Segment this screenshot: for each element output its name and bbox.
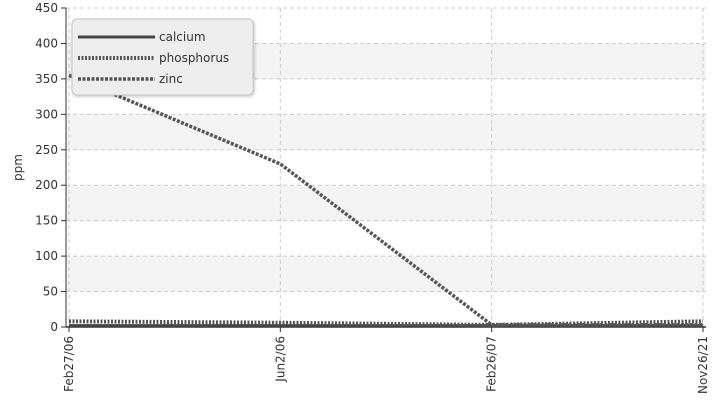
x-tick-label: Feb27/06 — [62, 336, 76, 392]
y-tick-label: 50 — [43, 285, 58, 299]
legend: calcium phosphorus zinc — [71, 18, 254, 96]
series-layer — [68, 73, 704, 328]
y-tick-label: 300 — [35, 107, 58, 121]
series-line-phosphorus — [68, 319, 704, 327]
x-axis-ticks: Feb27/06 Jun2/06 Feb26/07 Nov26/21 — [62, 327, 710, 394]
legend-label-calcium: calcium — [159, 30, 206, 44]
y-tick-label: 100 — [35, 249, 58, 263]
background-band — [66, 185, 706, 221]
background-band — [66, 114, 706, 150]
y-axis-ticks: 0 50 100 150 200 250 300 350 400 450 — [35, 1, 66, 334]
y-tick-label: 0 — [50, 320, 58, 334]
x-tick-label: Jun2/06 — [273, 336, 287, 383]
x-tick-label: Nov26/21 — [696, 336, 710, 394]
legend-label-zinc: zinc — [159, 72, 183, 86]
x-tick-label: Feb26/07 — [485, 336, 499, 392]
y-tick-label: 200 — [35, 178, 58, 192]
y-tick-label: 250 — [35, 143, 58, 157]
y-tick-label: 450 — [35, 1, 58, 15]
y-tick-label: 400 — [35, 36, 58, 50]
y-axis-title: ppm — [11, 154, 25, 181]
y-tick-label: 150 — [35, 214, 58, 228]
background-band — [66, 256, 706, 292]
legend-label-phosphorus: phosphorus — [159, 51, 229, 65]
series-line-zinc — [68, 73, 703, 327]
y-tick-label: 350 — [35, 72, 58, 86]
